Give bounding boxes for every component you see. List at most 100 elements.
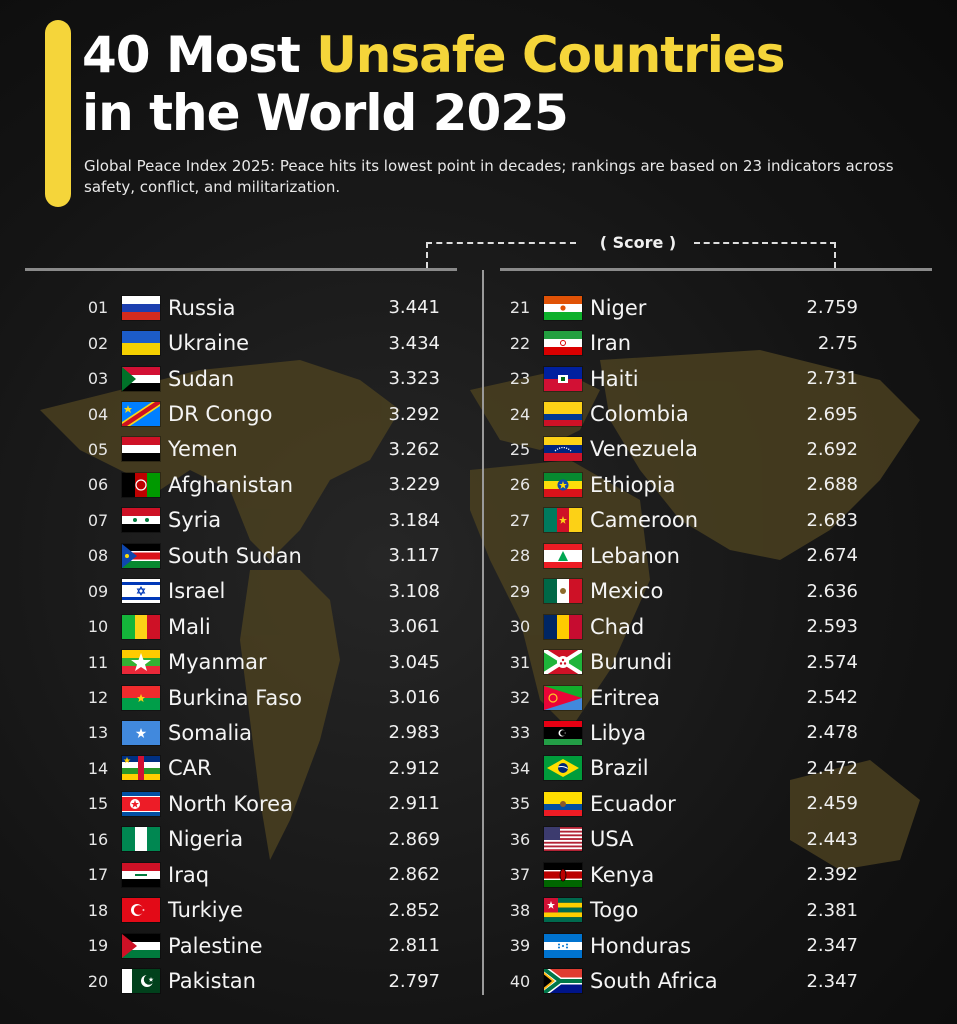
ranking-row: 36 USA 2.443: [500, 822, 870, 857]
ranking-row: 09 Israel 3.108: [78, 574, 448, 609]
score-value: 3.262: [388, 438, 440, 460]
ranking-column-left: 01 Russia 3.441 02 Ukraine 3.434 03 Sudan 3.323 0…: [78, 290, 448, 999]
country-name: Burundi: [590, 650, 673, 675]
score-value: 2.797: [388, 970, 440, 992]
score-value: 2.347: [806, 970, 858, 992]
accent-bar: [45, 20, 71, 207]
ranking-row: 14 CAR 2.912: [78, 751, 448, 786]
afghanistan-flag-icon: [122, 472, 160, 497]
ranking-row: 28 Lebanon 2.674: [500, 538, 870, 573]
country-name: Lebanon: [590, 543, 680, 568]
rank-number: 13: [87, 723, 109, 743]
venezuela-flag-icon: [544, 437, 582, 462]
ranking-row: 31 Burundi 2.574: [500, 644, 870, 679]
rank-number: 39: [509, 936, 531, 956]
score-value: 3.184: [388, 509, 440, 531]
country-name: Brazil: [590, 756, 649, 781]
score-value: 3.434: [388, 332, 440, 354]
ecuador-flag-icon: [544, 791, 582, 816]
country-name: Cameroon: [590, 508, 699, 533]
ranking-row: 34 Brazil 2.472: [500, 751, 870, 786]
score-value: 3.108: [388, 580, 440, 602]
ranking-row: 38 Togo 2.381: [500, 892, 870, 927]
rank-number: 10: [87, 617, 109, 637]
country-name: Venezuela: [590, 437, 698, 462]
header-rule-right: [500, 268, 932, 271]
israel-flag-icon: [122, 579, 160, 604]
country-name: North Korea: [168, 791, 293, 816]
ukraine-flag-icon: [122, 331, 160, 356]
rank-number: 35: [509, 794, 531, 814]
score-value: 2.811: [388, 935, 440, 957]
nigeria-flag-icon: [122, 827, 160, 852]
score-value: 2.472: [806, 757, 858, 779]
ranking-row: 12 Burkina Faso 3.016: [78, 680, 448, 715]
rank-number: 38: [509, 900, 531, 920]
score-value: 2.75: [817, 332, 858, 354]
rank-number: 36: [509, 829, 531, 849]
country-name: Eritrea: [590, 685, 660, 710]
rank-number: 37: [509, 865, 531, 885]
ranking-row: 03 Sudan 3.323: [78, 361, 448, 396]
cameroon-flag-icon: [544, 508, 582, 533]
country-name: Ukraine: [168, 331, 250, 356]
score-value: 2.392: [806, 864, 858, 886]
rank-number: 34: [509, 758, 531, 778]
turkiye-flag-icon: [122, 898, 160, 923]
rank-number: 32: [509, 688, 531, 708]
country-name: Israel: [168, 579, 226, 604]
score-bracket-left: [426, 242, 576, 268]
score-value: 3.016: [388, 687, 440, 709]
score-value: 3.045: [388, 651, 440, 673]
score-value: 3.061: [388, 616, 440, 638]
rank-number: 03: [87, 369, 109, 389]
rank-number: 28: [509, 546, 531, 566]
rank-number: 24: [509, 404, 531, 424]
kenya-flag-icon: [544, 862, 582, 887]
ranking-row: 40 South Africa 2.347: [500, 963, 870, 998]
rank-number: 04: [87, 404, 109, 424]
country-name: Myanmar: [168, 650, 267, 675]
rank-number: 33: [509, 723, 531, 743]
ranking-row: 25 Venezuela 2.692: [500, 432, 870, 467]
ranking-row: 35 Ecuador 2.459: [500, 786, 870, 821]
burundi-flag-icon: [544, 650, 582, 675]
score-value: 2.862: [388, 864, 440, 886]
rank-number: 20: [87, 971, 109, 991]
score-value: 2.692: [806, 438, 858, 460]
score-value: 2.636: [806, 580, 858, 602]
score-value: 2.381: [806, 899, 858, 921]
rank-number: 12: [87, 688, 109, 708]
country-name: South Sudan: [168, 543, 302, 568]
score-value: 3.117: [388, 545, 440, 567]
burkina-flag-icon: [122, 685, 160, 710]
libya-flag-icon: [544, 720, 582, 745]
ranking-row: 05 Yemen 3.262: [78, 432, 448, 467]
page-title: 40 Most Unsafe Countries in the World 202…: [82, 26, 786, 142]
ranking-row: 39 Honduras 2.347: [500, 928, 870, 963]
rank-number: 16: [87, 829, 109, 849]
rank-number: 21: [509, 298, 531, 318]
country-name: Turkiye: [168, 898, 243, 923]
rank-number: 09: [87, 581, 109, 601]
country-name: Nigeria: [168, 827, 244, 852]
country-name: Togo: [590, 898, 639, 923]
rank-number: 17: [87, 865, 109, 885]
score-value: 2.347: [806, 935, 858, 957]
country-name: Russia: [168, 295, 236, 320]
rank-number: 25: [509, 439, 531, 459]
country-name: Ethiopia: [590, 472, 676, 497]
yemen-flag-icon: [122, 437, 160, 462]
country-name: Ecuador: [590, 791, 676, 816]
country-name: Honduras: [590, 933, 692, 958]
colombia-flag-icon: [544, 402, 582, 427]
drcongo-flag-icon: [122, 402, 160, 427]
ranking-row: 27 Cameroon 2.683: [500, 503, 870, 538]
togo-flag-icon: [544, 898, 582, 923]
score-value: 2.478: [806, 722, 858, 744]
ranking-row: 29 Mexico 2.636: [500, 574, 870, 609]
ranking-row: 17 Iraq 2.862: [78, 857, 448, 892]
usa-flag-icon: [544, 827, 582, 852]
score-header: ( Score ): [426, 233, 836, 268]
rank-number: 08: [87, 546, 109, 566]
